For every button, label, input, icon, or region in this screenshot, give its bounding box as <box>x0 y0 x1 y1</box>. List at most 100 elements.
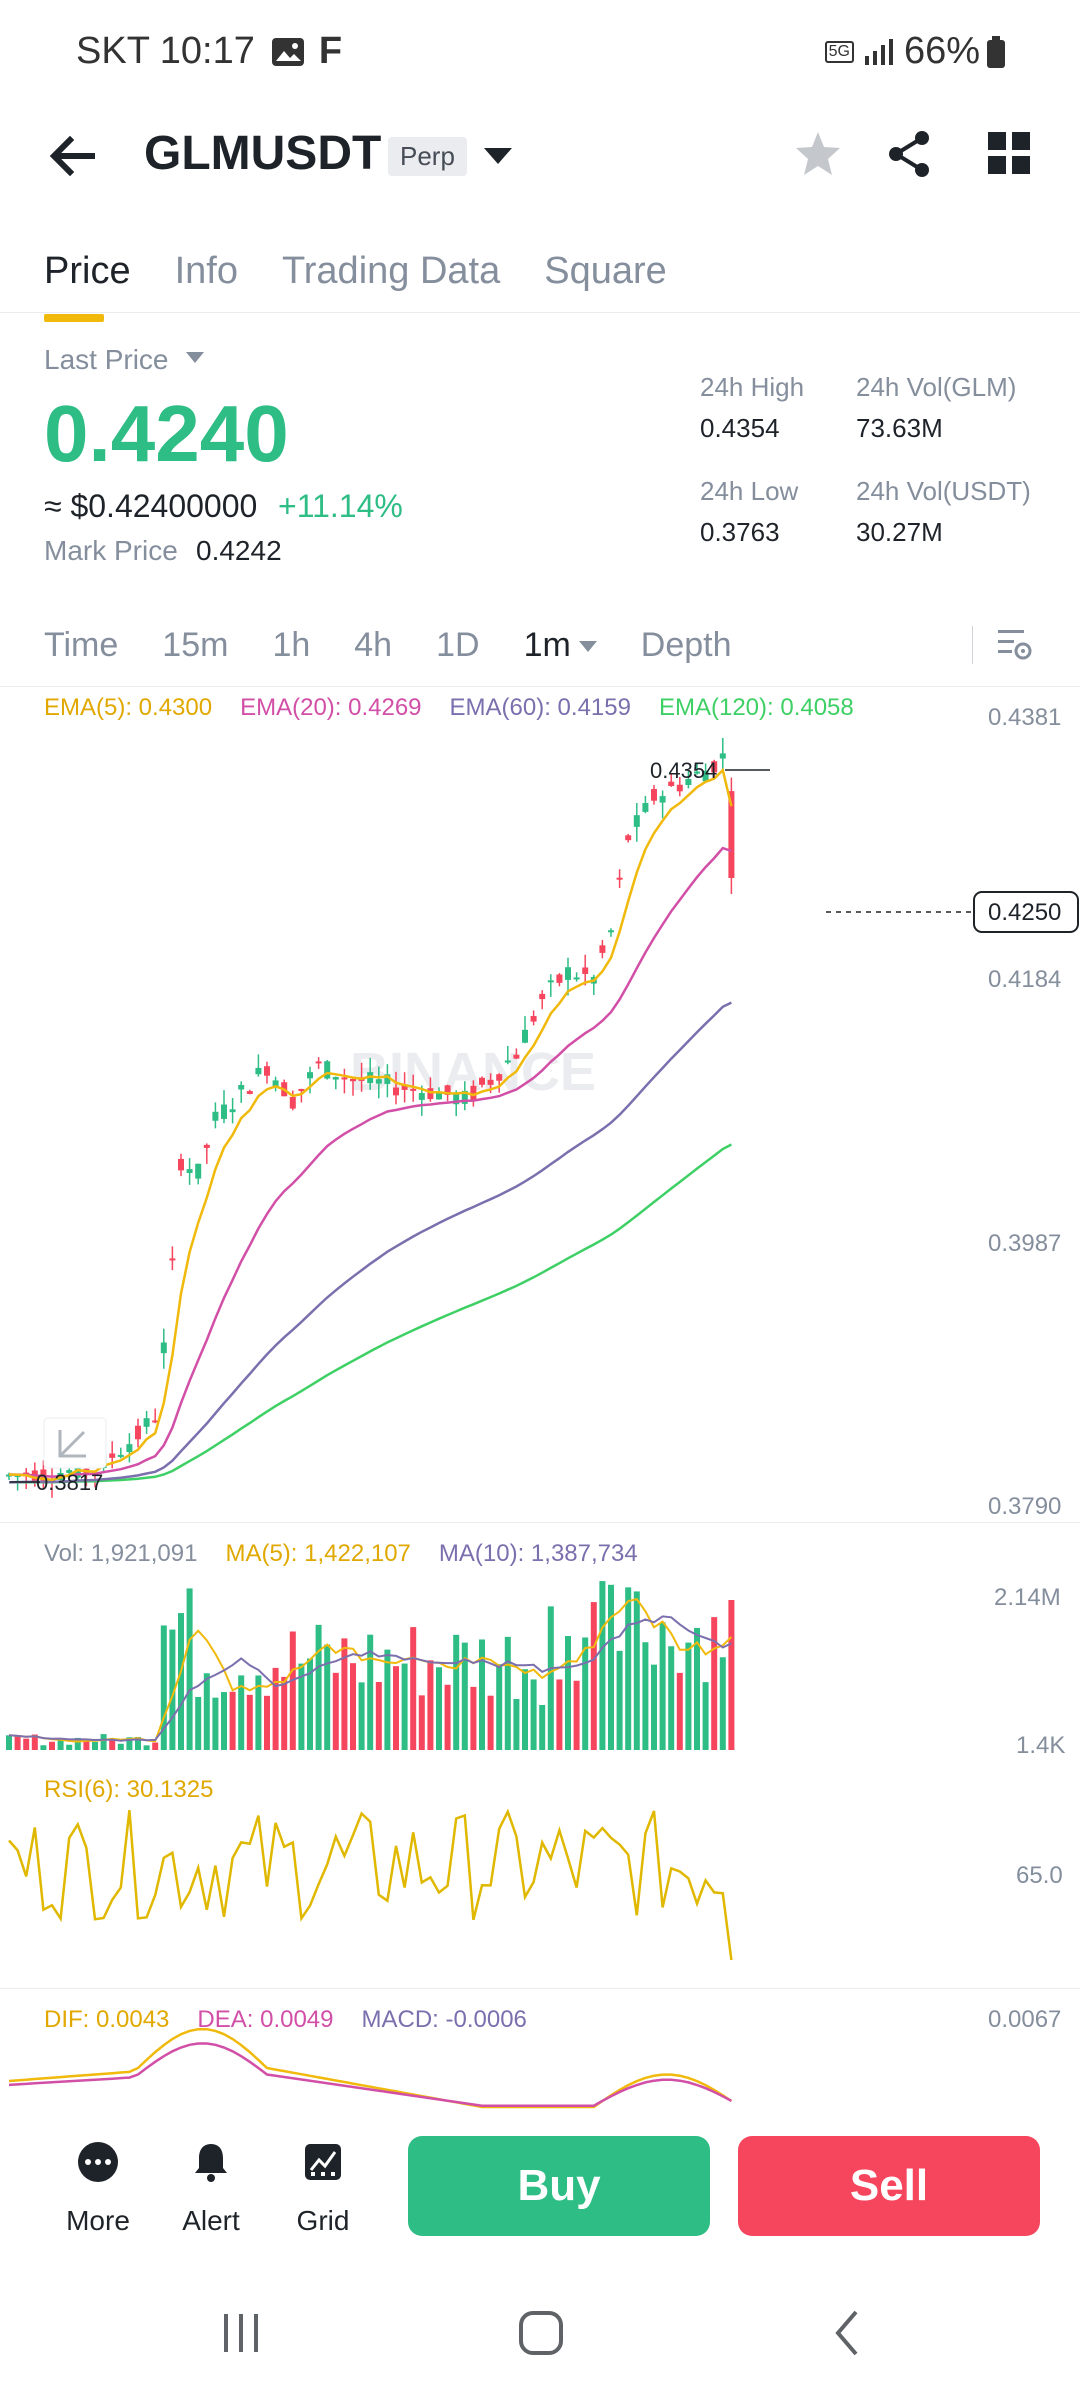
volume-bar <box>221 1692 227 1750</box>
candle-body <box>676 784 683 792</box>
volume-bar <box>444 1684 451 1750</box>
candle-body <box>513 1054 520 1059</box>
candle-body <box>427 1088 434 1100</box>
symbol-title[interactable]: GLMUSDT <box>144 127 382 180</box>
bell-icon <box>195 2144 227 2182</box>
interval-depth[interactable]: Depth <box>640 625 732 664</box>
network-5g-icon: 5G <box>824 40 854 63</box>
alert-label: Alert <box>182 2205 240 2236</box>
candle-body <box>160 1342 167 1354</box>
volume-bar <box>573 1680 580 1750</box>
volume-bar <box>410 1627 417 1750</box>
vol-ma10-line <box>8 1615 732 1742</box>
volume-bar <box>66 1744 73 1750</box>
share-icon[interactable] <box>884 128 936 180</box>
tab-price[interactable]: Price <box>44 249 131 322</box>
more-button[interactable]: More <box>53 2140 143 2237</box>
interval-4h[interactable]: 4h <box>354 625 393 664</box>
last-price-label[interactable]: Last Price <box>44 344 169 375</box>
volume-bar <box>160 1625 167 1750</box>
alert-button[interactable]: Alert <box>166 2140 256 2237</box>
current-price-tag[interactable] <box>973 891 1079 933</box>
sell-button[interactable]: Sell <box>738 2136 1040 2236</box>
volume-bar <box>633 1591 640 1750</box>
volume-bar <box>470 1686 477 1750</box>
ema-lines <box>8 767 733 1484</box>
tab-bar: Price Info Trading Data Square <box>44 236 711 322</box>
tab-trading-data[interactable]: Trading Data <box>281 249 501 292</box>
candle-body <box>74 1460 81 1478</box>
volume-bar <box>152 1742 159 1750</box>
candle-body <box>384 1074 391 1084</box>
high-label: 24h High <box>700 372 805 402</box>
battery-percent: 66% <box>903 30 980 72</box>
volume-bar <box>315 1624 322 1750</box>
volume-bar <box>298 1663 305 1750</box>
volume-bar <box>694 1627 700 1750</box>
chart-settings-icon[interactable] <box>994 624 1034 664</box>
macd-dif-label: DIF: 0.0043 <box>44 2006 170 2033</box>
candle-body <box>143 1418 150 1427</box>
volume-bar <box>57 1738 64 1750</box>
volume-bar <box>479 1639 485 1750</box>
volume-bar <box>31 1734 38 1750</box>
candlestick-chart[interactable]: BINANCE 0.4354 0.3817 0.4250 <box>0 686 1080 1526</box>
candle-body <box>573 977 580 980</box>
interval-15m[interactable]: 15m <box>162 625 229 664</box>
volume-bar <box>616 1650 623 1750</box>
volume-chart[interactable] <box>0 1560 1080 1760</box>
volume-bar <box>685 1642 692 1750</box>
buy-button[interactable]: Buy <box>408 2136 710 2236</box>
home-icon[interactable] <box>516 2308 566 2358</box>
candle-body <box>556 974 563 983</box>
interval-time[interactable]: Time <box>44 625 119 664</box>
ema120-line <box>8 1143 732 1484</box>
interval-1m[interactable]: 1m <box>524 626 597 665</box>
candle-body <box>582 967 589 974</box>
back-arrow-icon[interactable] <box>44 128 100 184</box>
volume-bar <box>49 1741 55 1750</box>
expand-chart-icon[interactable] <box>43 1417 107 1469</box>
volume-bar <box>6 1735 12 1750</box>
last-price-dropdown-icon[interactable] <box>186 352 204 363</box>
price-change-percent: +11.14% <box>278 488 403 524</box>
candle-body <box>307 1072 313 1079</box>
interval-1d[interactable]: 1D <box>436 625 480 664</box>
interval-dropdown-icon <box>578 641 597 653</box>
candle-body <box>117 1454 124 1457</box>
nav-back-icon[interactable] <box>824 2308 874 2358</box>
tab-info[interactable]: Info <box>174 249 238 292</box>
price-axis-tick: 0.3790 <box>988 1493 1062 1520</box>
candle-body <box>444 1085 451 1095</box>
interval-1h[interactable]: 1h <box>272 625 311 664</box>
interval-divider <box>972 626 973 664</box>
volume-bar <box>307 1658 313 1750</box>
symbol-dropdown-icon[interactable] <box>484 148 512 164</box>
vol-usdt-label: 24h Vol(USDT) <box>856 476 1031 506</box>
star-icon[interactable] <box>792 128 844 180</box>
volume-axis-bottom: 1.4K <box>1016 1732 1066 1759</box>
macd-axis: 0.0067 <box>988 2006 1062 2033</box>
macd-dea-label: DEA: 0.0049 <box>197 2006 334 2033</box>
candle-body <box>616 877 623 880</box>
candle-body <box>126 1444 133 1452</box>
candle-body <box>229 1109 236 1113</box>
volume-bar <box>195 1696 202 1750</box>
volume-bar <box>547 1606 554 1750</box>
vol-ma5-label: MA(5): 1,422,107 <box>225 1540 411 1567</box>
volume-bar <box>496 1664 503 1750</box>
candle-body <box>169 1258 176 1261</box>
candle-body <box>212 1111 219 1121</box>
grid-button[interactable]: Grid <box>278 2140 368 2237</box>
recent-apps-icon[interactable] <box>216 2308 266 2358</box>
vol-glm-label: 24h Vol(GLM) <box>856 372 1017 402</box>
grid-menu-icon[interactable] <box>984 128 1036 180</box>
volume-bar <box>126 1737 133 1750</box>
tab-square[interactable]: Square <box>544 249 667 292</box>
ema5-label: EMA(5): 0.4300 <box>44 694 213 721</box>
high-value: 0.4354 <box>700 413 780 443</box>
macd-chart[interactable] <box>0 2020 1080 2120</box>
candle-body <box>324 1061 331 1079</box>
rsi-chart[interactable] <box>0 1790 1080 1990</box>
candle-body <box>479 1077 485 1085</box>
